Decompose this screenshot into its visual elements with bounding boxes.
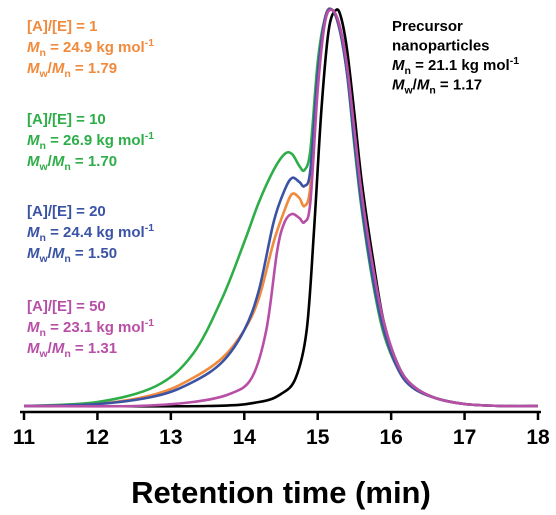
annotation-text-part: M — [52, 60, 65, 77]
annotation-text-part: / — [48, 60, 53, 77]
x-tick-label: 12 — [86, 426, 109, 449]
annotation-line: Mw/Mn = 1.50 — [27, 245, 117, 265]
annotation-text-part: n — [64, 253, 70, 265]
annotation-text-part: n — [40, 47, 46, 59]
x-tick-label: 17 — [453, 426, 476, 449]
annotation-text-part: = 23.1 kg mol — [46, 319, 145, 336]
annotations-group: [A]/[E] = 1Mn = 24.9 kg mol-1Mw/Mn = 1.7… — [27, 18, 519, 360]
annotation-text-part: n — [405, 65, 411, 77]
annotation-text-part: n — [64, 161, 70, 173]
annotation-text-part: n — [40, 140, 46, 152]
annotation-text-part: n — [40, 327, 46, 339]
annotation-text-part: [A]/[E] = 1 — [27, 18, 97, 35]
annotation-text-part: M — [27, 153, 40, 170]
x-tick-label: 18 — [526, 426, 550, 449]
annotation-line: Mn = 24.4 kg mol-1 — [27, 222, 154, 244]
annotation-line: Mn = 26.9 kg mol-1 — [27, 130, 154, 152]
annotation-text-part: [A]/[E] = 10 — [27, 111, 106, 128]
annotation-text-part: / — [48, 153, 53, 170]
annotation-text-part: M — [27, 319, 40, 336]
annotation-text-part: w — [39, 253, 49, 265]
annotation-text-part: = 1.31 — [71, 340, 117, 357]
annotation-text-part: n — [429, 85, 435, 97]
annotation-text-part: = 1.79 — [71, 60, 117, 77]
annotation-text-part: M — [417, 77, 430, 94]
annotation-text-part: M — [27, 340, 40, 357]
annotation-text-part: -1 — [145, 130, 154, 142]
annotation-line: Mw/Mn = 1.17 — [392, 77, 482, 97]
annotation-text-part: nanoparticles — [392, 38, 490, 55]
annotation-text-part: = 1.50 — [71, 245, 117, 262]
x-tick-label: 16 — [379, 426, 402, 449]
annotation-text-part: M — [52, 340, 65, 357]
annotation-text-part: M — [27, 245, 40, 262]
annotation-line: [A]/[E] = 20 — [27, 203, 106, 220]
annotation-text-part: Precursor — [392, 18, 463, 35]
x-tick-label: 11 — [13, 426, 36, 449]
annotation-text-part: M — [27, 60, 40, 77]
annotation-line: Mn = 24.9 kg mol-1 — [27, 37, 154, 59]
x-tick-label: 13 — [159, 426, 182, 449]
annotation-line: [A]/[E] = 50 — [27, 298, 106, 315]
annotation-line: nanoparticles — [392, 38, 490, 55]
x-tick-label: 14 — [233, 426, 257, 449]
annotation-text-part: = 1.70 — [71, 153, 117, 170]
annotation-text-part: M — [27, 39, 40, 56]
annotation-text-part: w — [39, 161, 49, 173]
annotation-text-part: -1 — [145, 317, 154, 329]
annotation-text-part: / — [48, 245, 53, 262]
x-axis-label: Retention time (min) — [131, 475, 431, 510]
annotation-text-part: -1 — [145, 37, 154, 49]
annotation-text-part: [A]/[E] = 50 — [27, 298, 106, 315]
annotation-line: Mn = 23.1 kg mol-1 — [27, 317, 154, 339]
annotation-text-part: = 24.4 kg mol — [46, 224, 145, 241]
annotation-text-part: M — [52, 245, 65, 262]
annotation-text-part: / — [48, 340, 53, 357]
annotation-text-part: M — [392, 57, 405, 74]
annotation-text-part: = 26.9 kg mol — [46, 132, 145, 149]
annotation-text-part: w — [39, 348, 49, 360]
annotation-line: Mw/Mn = 1.70 — [27, 153, 117, 173]
annotation-text-part: n — [64, 68, 70, 80]
annotation-text-part: = 24.9 kg mol — [46, 39, 145, 56]
annotation-line: Mw/Mn = 1.31 — [27, 340, 117, 360]
series-group — [23, 7, 539, 408]
x-tick-label: 15 — [306, 426, 330, 449]
annotation-text-part: M — [52, 153, 65, 170]
annotation-text-part: M — [27, 224, 40, 241]
annotation-text-part: -1 — [145, 222, 154, 234]
annotation-text-part: / — [413, 77, 418, 94]
annotation-ae1: [A]/[E] = 1Mn = 24.9 kg mol-1Mw/Mn = 1.7… — [27, 18, 154, 80]
annotation-text-part: M — [27, 132, 40, 149]
annotation-line: [A]/[E] = 1 — [27, 18, 97, 35]
annotation-line: Precursor — [392, 18, 463, 35]
annotation-line: Mw/Mn = 1.79 — [27, 60, 117, 80]
annotation-text-part: w — [39, 68, 49, 80]
annotation-text-part: -1 — [510, 55, 519, 67]
annotation-text-part: = 1.17 — [436, 77, 482, 94]
series-line-ae50 — [23, 8, 539, 408]
annotation-text-part: n — [40, 232, 46, 244]
annotation-text-part: M — [392, 77, 405, 94]
annotation-line: [A]/[E] = 10 — [27, 111, 106, 128]
annotation-line: Mn = 21.1 kg mol-1 — [392, 55, 519, 77]
annotation-text-part: = 21.1 kg mol — [411, 57, 510, 74]
annotation-text-part: n — [64, 348, 70, 360]
annotation-text-part: [A]/[E] = 20 — [27, 203, 106, 220]
x-ticks-group: 11 12 13 14 15 16 17 18 — [13, 412, 550, 449]
annotation-text-part: w — [404, 85, 414, 97]
